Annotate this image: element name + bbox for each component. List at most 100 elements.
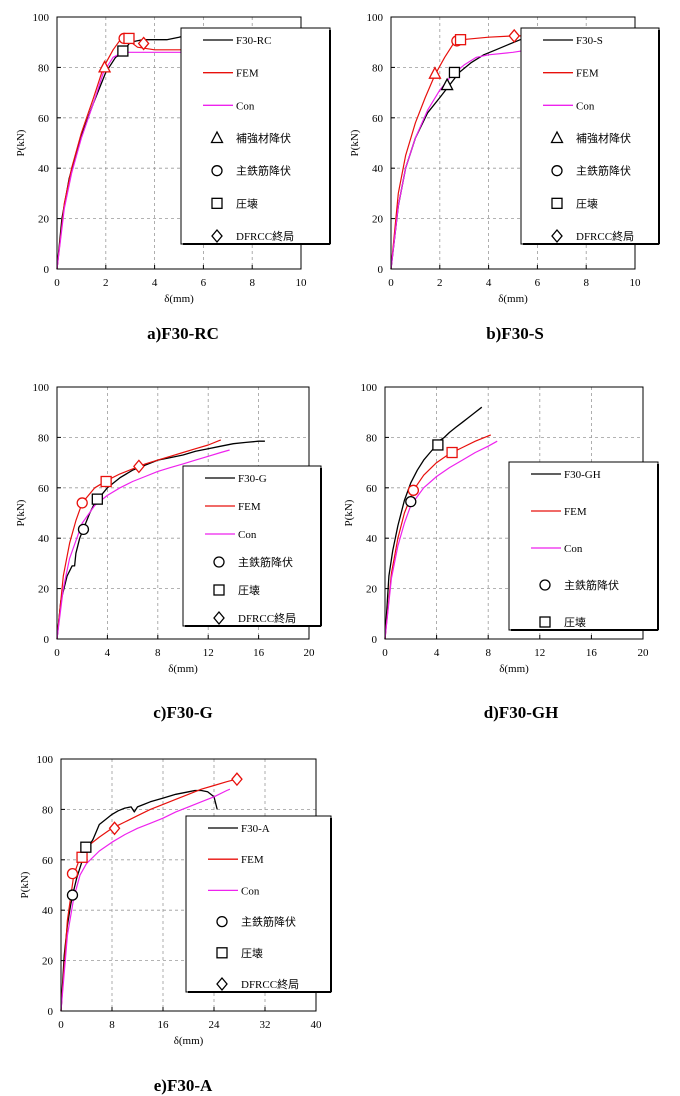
x-tick-label: 12 bbox=[203, 647, 214, 659]
y-tick-label: 40 bbox=[366, 533, 378, 545]
y-tick-label: 20 bbox=[366, 584, 378, 596]
y-tick-label: 60 bbox=[38, 113, 50, 125]
x-tick-label: 10 bbox=[296, 277, 308, 289]
x-tick-label: 8 bbox=[249, 277, 255, 289]
y-tick-label: 0 bbox=[378, 264, 384, 276]
y-tick-label: 80 bbox=[38, 432, 50, 444]
event-marker-square bbox=[432, 439, 444, 451]
legend-symbol-square bbox=[551, 197, 563, 209]
event-marker-diamond bbox=[508, 28, 521, 43]
legend-box bbox=[185, 815, 332, 993]
x-tick-label: 4 bbox=[152, 277, 158, 289]
event-marker-circle bbox=[407, 484, 420, 496]
y-tick-label: 0 bbox=[44, 634, 50, 646]
legend-symbol-circle bbox=[213, 556, 225, 568]
x-tick-label: 16 bbox=[158, 1019, 170, 1031]
legend-symbol-square bbox=[211, 197, 223, 209]
y-tick-label: 0 bbox=[372, 634, 378, 646]
chart-panel-2: 0 2 4 6 8 10020406080100δ(mm)P(kN)F30-SFEMCon… bbox=[349, 12, 660, 343]
legend-label: FEM bbox=[576, 68, 599, 80]
legend-label: FEM bbox=[236, 68, 259, 80]
event-marker-square bbox=[91, 493, 103, 505]
x-tick-label: 6 bbox=[201, 277, 207, 289]
chart-panel-3: 0 4 8 12 16 20 0 20 40 60 80 100 δ(mm) P(kN) F30-G FEM C… bbox=[15, 382, 322, 722]
x-tick-label: 20 bbox=[638, 647, 650, 659]
legend-symbol-square bbox=[539, 616, 551, 628]
legend-label: Con bbox=[576, 100, 595, 112]
event-marker-triangle bbox=[428, 66, 442, 79]
panel-caption: c)F30-G bbox=[153, 703, 212, 722]
x-tick-label: 8 bbox=[583, 277, 589, 289]
event-marker-diamond bbox=[137, 36, 150, 51]
event-marker-circle bbox=[77, 523, 90, 536]
chart-panel-4: 0 4 8 12 16 20 0 20 40 60 80 100 δ(mm) P(kN) F30-GH FEM… bbox=[343, 382, 659, 722]
x-tick-label: 0 bbox=[54, 647, 60, 659]
event-marker-diamond bbox=[133, 459, 145, 474]
legend-label: F30-A bbox=[241, 823, 270, 835]
x-tick-label: 6 bbox=[535, 277, 541, 289]
event-marker-square bbox=[448, 66, 461, 79]
y-tick-label: 40 bbox=[38, 533, 50, 545]
y-tick-label: 40 bbox=[372, 163, 384, 175]
legend-label: 主鉄筋降伏 bbox=[564, 578, 619, 592]
x-tick-label: 8 bbox=[155, 647, 161, 659]
event-marker-diamond bbox=[231, 772, 243, 787]
event-marker-square bbox=[446, 446, 458, 459]
series-line-fem bbox=[60, 778, 237, 1012]
legend-label: DFRCC終局 bbox=[241, 977, 299, 991]
x-tick-label: 8 bbox=[485, 647, 491, 659]
legend-label: 圧壊 bbox=[236, 197, 258, 210]
series-line-con bbox=[60, 788, 231, 1012]
x-axis-label: δ(mm) bbox=[164, 293, 194, 305]
legend-label: DFRCC終局 bbox=[576, 229, 634, 243]
x-tick-label: 16 bbox=[253, 647, 265, 659]
y-tick-label: 80 bbox=[38, 62, 50, 74]
legend-label: F30-RC bbox=[236, 35, 271, 47]
legend-label: F30-GH bbox=[564, 469, 601, 481]
y-tick-label: 40 bbox=[38, 163, 50, 175]
series-line-fem bbox=[384, 434, 492, 640]
legend-label: FEM bbox=[238, 501, 261, 513]
series-line-experiment bbox=[56, 440, 265, 640]
y-axis-label: P(kN) bbox=[349, 129, 361, 156]
legend-label: F30-S bbox=[576, 35, 603, 47]
legend-label: 主鉄筋降伏 bbox=[236, 164, 291, 178]
event-marker-triangle bbox=[98, 59, 112, 73]
y-tick-label: 20 bbox=[38, 214, 50, 226]
legend-symbol-diamond bbox=[216, 976, 228, 992]
legend-label: FEM bbox=[241, 854, 264, 866]
legend-symbol-diamond bbox=[213, 610, 225, 626]
y-tick-label: 20 bbox=[372, 214, 384, 226]
legend-label: Con bbox=[236, 100, 255, 112]
legend-symbol-circle bbox=[539, 579, 551, 591]
event-marker-square bbox=[117, 45, 129, 57]
y-axis-label: P(kN) bbox=[343, 499, 355, 526]
event-marker-square bbox=[454, 34, 467, 46]
legend-box bbox=[508, 461, 659, 631]
x-tick-label: 0 bbox=[388, 277, 394, 289]
series-line-con bbox=[56, 51, 189, 270]
y-tick-label: 60 bbox=[38, 483, 50, 495]
legend-label: 補強材降伏 bbox=[576, 131, 631, 145]
y-tick-label: 100 bbox=[33, 382, 50, 394]
event-marker-diamond bbox=[108, 821, 121, 836]
panel-caption: d)F30-GH bbox=[484, 703, 559, 722]
series-line-fem bbox=[390, 35, 526, 270]
legend-label: 主鉄筋降伏 bbox=[238, 555, 293, 569]
legend-label: Con bbox=[241, 885, 260, 897]
legend-label: 圧壊 bbox=[576, 197, 598, 210]
series-line-con bbox=[56, 449, 230, 640]
legend-label: F30-G bbox=[238, 473, 267, 485]
legend-label: 圧壊 bbox=[241, 947, 263, 960]
y-axis-label: P(kN) bbox=[15, 129, 27, 156]
x-axis-label: δ(mm) bbox=[168, 663, 198, 675]
x-tick-label: 2 bbox=[103, 277, 109, 289]
series-line-experiment bbox=[390, 33, 543, 270]
y-tick-label: 60 bbox=[366, 483, 378, 495]
y-tick-label: 100 bbox=[33, 12, 50, 24]
legend-label: 補強材降伏 bbox=[236, 131, 291, 145]
legend-symbol-circle bbox=[551, 165, 563, 177]
legend-symbol-square bbox=[216, 947, 228, 959]
